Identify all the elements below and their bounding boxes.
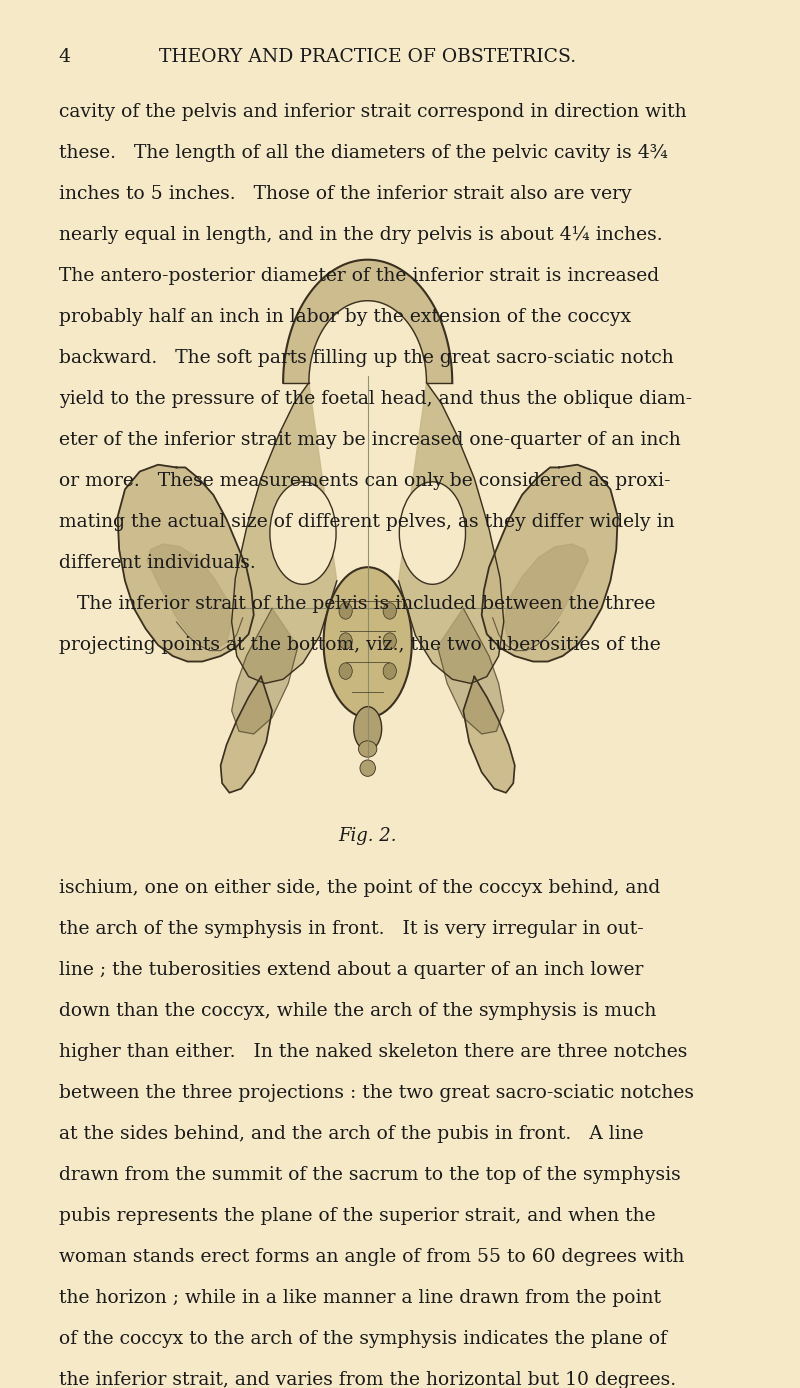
Ellipse shape bbox=[354, 706, 382, 751]
Text: woman stands erect forms an angle of from 55 to 60 degrees with: woman stands erect forms an angle of fro… bbox=[59, 1248, 684, 1266]
Ellipse shape bbox=[383, 663, 396, 679]
Text: pubis represents the plane of the superior strait, and when the: pubis represents the plane of the superi… bbox=[59, 1208, 655, 1224]
Text: down than the coccyx, while the arch of the symphysis is much: down than the coccyx, while the arch of … bbox=[59, 1002, 656, 1020]
Text: THEORY AND PRACTICE OF OBSTETRICS.: THEORY AND PRACTICE OF OBSTETRICS. bbox=[159, 47, 576, 65]
Text: between the three projections : the two great sacro-sciatic notches: between the three projections : the two … bbox=[59, 1084, 694, 1102]
Text: inches to 5 inches.   Those of the inferior strait also are very: inches to 5 inches. Those of the inferio… bbox=[59, 185, 631, 203]
Text: at the sides behind, and the arch of the pubis in front.   A line: at the sides behind, and the arch of the… bbox=[59, 1124, 643, 1142]
Text: line ; the tuberosities extend about a quarter of an inch lower: line ; the tuberosities extend about a q… bbox=[59, 960, 643, 979]
Polygon shape bbox=[438, 608, 504, 734]
Ellipse shape bbox=[358, 741, 377, 758]
Text: the horizon ; while in a like manner a line drawn from the point: the horizon ; while in a like manner a l… bbox=[59, 1289, 661, 1307]
Text: cavity of the pelvis and inferior strait correspond in direction with: cavity of the pelvis and inferior strait… bbox=[59, 103, 686, 121]
Ellipse shape bbox=[399, 482, 466, 584]
Text: higher than either.   In the naked skeleton there are three notches: higher than either. In the naked skeleto… bbox=[59, 1042, 687, 1060]
Text: eter of the inferior strait may be increased one-quarter of an inch: eter of the inferior strait may be incre… bbox=[59, 430, 681, 448]
Ellipse shape bbox=[383, 633, 396, 650]
Polygon shape bbox=[482, 465, 618, 662]
Text: yield to the pressure of the foetal head, and thus the oblique diam-: yield to the pressure of the foetal head… bbox=[59, 390, 692, 408]
Polygon shape bbox=[283, 260, 452, 383]
Polygon shape bbox=[398, 383, 504, 683]
Text: drawn from the summit of the sacrum to the top of the symphysis: drawn from the summit of the sacrum to t… bbox=[59, 1166, 681, 1184]
Ellipse shape bbox=[339, 663, 352, 679]
Ellipse shape bbox=[270, 482, 336, 584]
Text: the arch of the symphysis in front.   It is very irregular in out-: the arch of the symphysis in front. It i… bbox=[59, 920, 643, 938]
Text: projecting points at the bottom, viz., the two tuberosities of the: projecting points at the bottom, viz., t… bbox=[59, 636, 661, 654]
Ellipse shape bbox=[339, 633, 352, 650]
Ellipse shape bbox=[360, 761, 375, 776]
Text: nearly equal in length, and in the dry pelvis is about 4¼ inches.: nearly equal in length, and in the dry p… bbox=[59, 225, 662, 244]
Text: or more.   These measurements can only be considered as proxi-: or more. These measurements can only be … bbox=[59, 472, 670, 490]
Text: ischium, one on either side, the point of the coccyx behind, and: ischium, one on either side, the point o… bbox=[59, 879, 660, 897]
Text: different individuals.: different individuals. bbox=[59, 554, 255, 572]
Polygon shape bbox=[147, 544, 232, 648]
Text: the inferior strait, and varies from the horizontal but 10 degrees.: the inferior strait, and varies from the… bbox=[59, 1371, 676, 1388]
Ellipse shape bbox=[339, 602, 352, 619]
Polygon shape bbox=[232, 383, 337, 683]
Text: mating the actual size of different pelves, as they differ widely in: mating the actual size of different pelv… bbox=[59, 512, 674, 530]
Polygon shape bbox=[232, 608, 298, 734]
Text: The antero-posterior diameter of the inferior strait is increased: The antero-posterior diameter of the inf… bbox=[59, 266, 659, 285]
Ellipse shape bbox=[323, 568, 412, 718]
Text: 4: 4 bbox=[59, 47, 71, 65]
Text: The inferior strait of the pelvis is included between the three: The inferior strait of the pelvis is inc… bbox=[59, 594, 655, 612]
Text: Fig. 2.: Fig. 2. bbox=[338, 827, 397, 845]
Ellipse shape bbox=[383, 602, 396, 619]
Polygon shape bbox=[504, 544, 588, 648]
Text: of the coccyx to the arch of the symphysis indicates the plane of: of the coccyx to the arch of the symphys… bbox=[59, 1330, 667, 1348]
Text: backward.   The soft parts filling up the great sacro-sciatic notch: backward. The soft parts filling up the … bbox=[59, 348, 674, 366]
Polygon shape bbox=[463, 676, 514, 793]
Polygon shape bbox=[118, 465, 254, 662]
Text: these.   The length of all the diameters of the pelvic cavity is 4¾: these. The length of all the diameters o… bbox=[59, 143, 668, 161]
Polygon shape bbox=[221, 676, 272, 793]
Text: probably half an inch in labor by the extension of the coccyx: probably half an inch in labor by the ex… bbox=[59, 308, 631, 326]
